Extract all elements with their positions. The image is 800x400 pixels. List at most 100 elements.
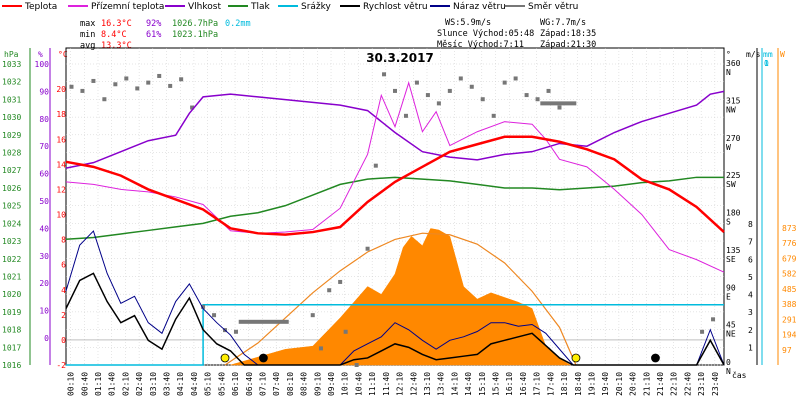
wind-dir-point	[338, 279, 343, 284]
y-tick-ms: 4	[748, 291, 753, 300]
legend-teplota: Teplota	[24, 2, 57, 12]
wind-dir-point	[535, 97, 540, 102]
x-tick-label: 17:40	[546, 372, 555, 396]
y-tick-hpa: 1021	[2, 272, 21, 281]
wind-dir-point	[80, 88, 85, 93]
x-tick-label: 12:10	[396, 372, 405, 396]
y-tick-pct: 0	[44, 334, 49, 343]
y-tick-hpa: 1032	[2, 78, 21, 87]
y-tick-c: 18	[56, 110, 66, 119]
y-tick-dir-name: NW	[726, 105, 736, 114]
y-tick-hpa: 1024	[2, 219, 21, 228]
y-tick-c: 0	[61, 336, 66, 345]
series-sun-arc	[224, 232, 577, 366]
series-temperature	[65, 135, 725, 236]
legend-vlhkost: Vlhkost	[188, 2, 221, 12]
series-rain	[66, 304, 724, 366]
y-tick-ms: 3	[748, 308, 753, 317]
y-tick-w: 776	[782, 239, 797, 248]
wind-dir-point	[102, 97, 107, 102]
y-tick-hpa: 1030	[2, 113, 21, 122]
y-tick-mm: 1	[764, 59, 769, 68]
y-tick-dir-name: N	[726, 367, 731, 376]
stat-moon-set: Západ:21:30	[540, 40, 596, 50]
x-tick-label: 00:40	[80, 372, 89, 396]
x-axis-label: čas	[732, 370, 747, 380]
y-tick-pct: 60	[39, 170, 49, 179]
x-tick-label: 23:10	[697, 372, 706, 396]
x-tick-label: 06:10	[231, 372, 240, 396]
x-tick-label: 10:10	[341, 372, 350, 396]
x-tick-label: 05:40	[217, 372, 226, 396]
y-tick-hpa: 1033	[2, 60, 21, 69]
wind-dir-point	[124, 76, 129, 81]
y-tick-w: 679	[782, 254, 797, 263]
y-tick-dir-deg: 360	[726, 59, 741, 68]
x-tick-label: 01:40	[108, 372, 117, 396]
series-pressure	[65, 176, 724, 241]
y-tick-hpa: 1029	[2, 131, 21, 140]
x-tick-label: 11:10	[368, 372, 377, 396]
x-tick-label: 22:40	[683, 372, 692, 396]
wind-dir-point	[700, 329, 705, 334]
legend-srazky: Srážky	[301, 2, 332, 12]
wind-dir-point	[310, 313, 315, 318]
y-tick-dir-deg: 225	[726, 171, 741, 180]
x-tick-label: 06:40	[245, 372, 254, 396]
y-tick-hpa: 1025	[2, 202, 21, 211]
y-tick-hpa: 1022	[2, 255, 21, 264]
axis-unit-w: W	[780, 50, 785, 59]
y-tick-pct: 70	[39, 142, 49, 151]
stat-max-rain: 0.2mm	[225, 19, 251, 29]
stat-wg: WG:7.7m/s	[540, 18, 586, 28]
y-tick-hpa: 1028	[2, 149, 21, 158]
left-axes: 1016101710181019102010211022102310241025…	[2, 48, 66, 370]
y-tick-dir-name: S	[726, 218, 731, 227]
x-tick-label: 02:10	[121, 372, 130, 396]
axis-unit-ms: m/s	[746, 50, 761, 59]
wind-dir-point	[711, 317, 716, 322]
x-tick-label: 22:10	[670, 372, 679, 396]
x-tick-label: 21:40	[656, 372, 665, 396]
y-tick-dir-name: W	[726, 143, 731, 152]
wind-dir-point	[365, 246, 370, 251]
wind-dir-point	[354, 363, 359, 367]
y-tick-dir-deg: 45	[726, 321, 736, 330]
y-tick-ms: 2	[748, 326, 753, 335]
y-tick-w: 388	[782, 300, 797, 309]
marker-sun-rise	[220, 353, 230, 363]
y-tick-ms: 5	[748, 273, 753, 282]
x-tick-label: 17:10	[533, 372, 542, 396]
wind-dir-point	[233, 329, 238, 334]
wind-dir-point	[403, 113, 408, 118]
y-tick-c: 14	[56, 160, 66, 169]
wind-dir-point	[327, 288, 332, 293]
x-tick-label: 16:10	[505, 372, 514, 396]
x-tick-label: 18:10	[560, 372, 569, 396]
y-tick-pct: 90	[39, 87, 49, 96]
wind-dir-point	[318, 346, 323, 351]
axis-unit-mm: mm	[763, 50, 773, 59]
x-tick-label: 20:10	[615, 372, 624, 396]
x-tick-label: 21:10	[642, 372, 651, 396]
wind-dir-point	[343, 329, 348, 334]
stat-moon: Měsíc Východ:7:11	[437, 40, 524, 50]
x-tick-label: 03:40	[163, 372, 172, 396]
y-tick-dir-deg: 180	[726, 209, 741, 218]
wind-dir-point	[382, 72, 387, 77]
wind-dir-point	[373, 163, 378, 168]
y-tick-pct: 10	[39, 307, 49, 316]
y-tick-dir-deg: 0	[726, 358, 731, 367]
x-tick-label: 05:10	[204, 372, 213, 396]
stat-max-temp: 16.3°C	[101, 19, 132, 29]
x-tick-label: 10:40	[354, 372, 363, 396]
wind-dir-point	[425, 93, 430, 98]
stat-max-hum: 92%	[146, 19, 161, 29]
x-tick-label: 14:10	[450, 372, 459, 396]
y-tick-dir-name: SW	[726, 180, 736, 189]
wind-dir-bar	[540, 101, 577, 106]
y-tick-mm: 0	[764, 59, 769, 68]
marker-sun-set	[571, 353, 581, 363]
y-tick-pct: 80	[39, 115, 49, 124]
